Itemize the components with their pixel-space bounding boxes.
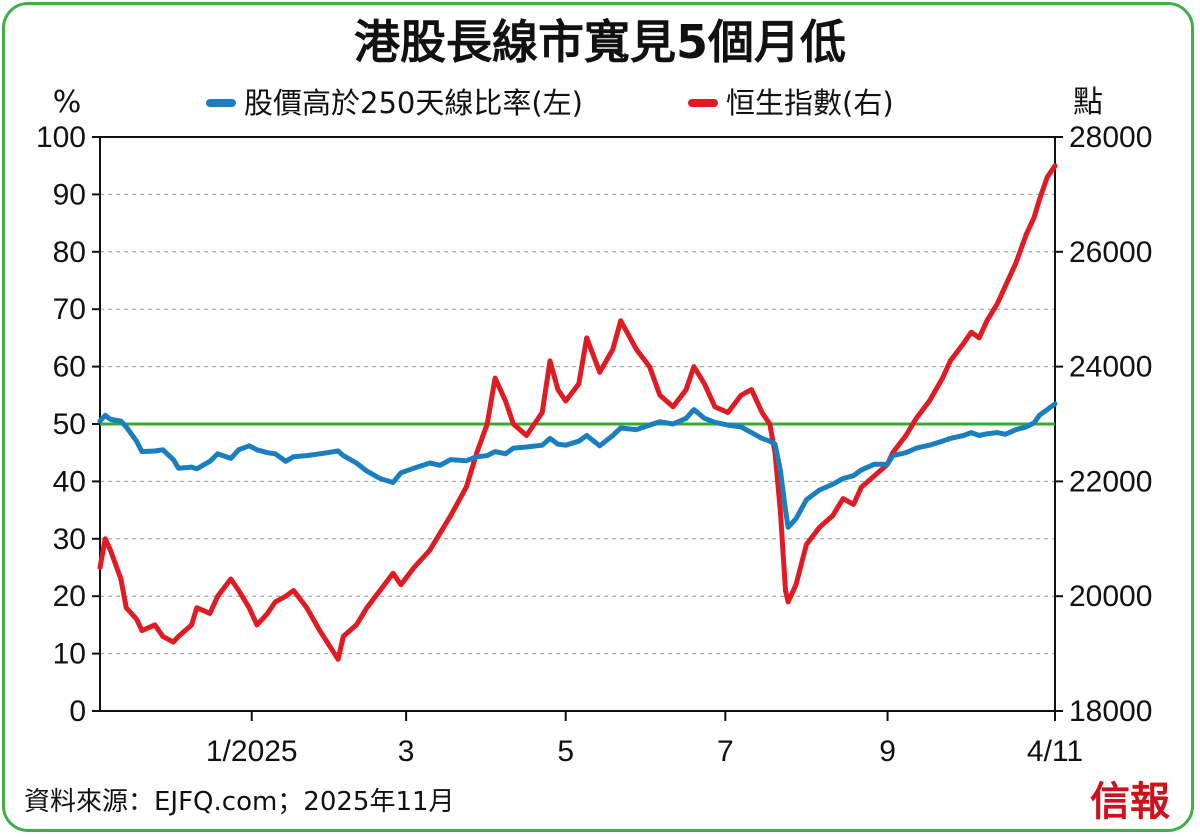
- right-axis-tick-label: 28000: [1069, 121, 1152, 154]
- left-axis-tick-label: 40: [53, 465, 86, 498]
- left-axis-tick-label: 100: [36, 121, 86, 154]
- source-note: 資料來源：EJFQ.com；2025年11月: [24, 787, 455, 817]
- legend-label-breadth: 股價高於250天線比率(左): [244, 86, 583, 120]
- right-axis-unit: 點: [1073, 85, 1103, 120]
- x-axis-tick-label: 4/11: [1027, 735, 1083, 768]
- legend-label-hsi: 恒生指數(右): [726, 86, 894, 120]
- x-axis-tick-label: 7: [717, 735, 734, 768]
- legend-swatch-hsi: [688, 99, 718, 107]
- chart-title: 港股長線市寬見5個月低: [354, 15, 846, 69]
- series-lines: [97, 163, 1058, 662]
- legend-swatch-breadth: [206, 99, 236, 107]
- axes: 1009080706050403020100280002600024000220…: [36, 121, 1153, 768]
- right-axis-tick-label: 26000: [1069, 236, 1152, 269]
- left-axis-tick-label: 70: [53, 293, 86, 326]
- left-axis-tick-label: 60: [53, 351, 86, 384]
- left-axis-tick-label: 10: [53, 638, 86, 671]
- x-axis-tick-label: 1/2025: [206, 735, 298, 768]
- hsi-line: [97, 163, 1058, 662]
- left-axis-tick-label: 90: [53, 178, 86, 211]
- left-axis-tick-label: 20: [53, 580, 86, 613]
- right-axis-tick-label: 20000: [1069, 580, 1152, 613]
- left-axis-unit: %: [53, 85, 82, 120]
- left-axis-tick-label: 30: [53, 523, 86, 556]
- publisher-logo: 信報: [1090, 778, 1170, 825]
- right-axis-tick-label: 22000: [1069, 465, 1152, 498]
- legend: 股價高於250天線比率(左) 恒生指數(右): [206, 86, 894, 120]
- left-axis-tick-label: 50: [53, 408, 86, 441]
- right-axis-tick-label: 18000: [1069, 695, 1152, 728]
- breadth-line: [97, 401, 1058, 530]
- right-axis-tick-label: 24000: [1069, 351, 1152, 384]
- left-axis-tick-label: 0: [69, 695, 86, 728]
- x-axis-tick-label: 5: [557, 735, 574, 768]
- left-axis-tick-label: 80: [53, 236, 86, 269]
- x-axis-tick-label: 9: [879, 735, 896, 768]
- x-axis-tick-label: 3: [398, 735, 415, 768]
